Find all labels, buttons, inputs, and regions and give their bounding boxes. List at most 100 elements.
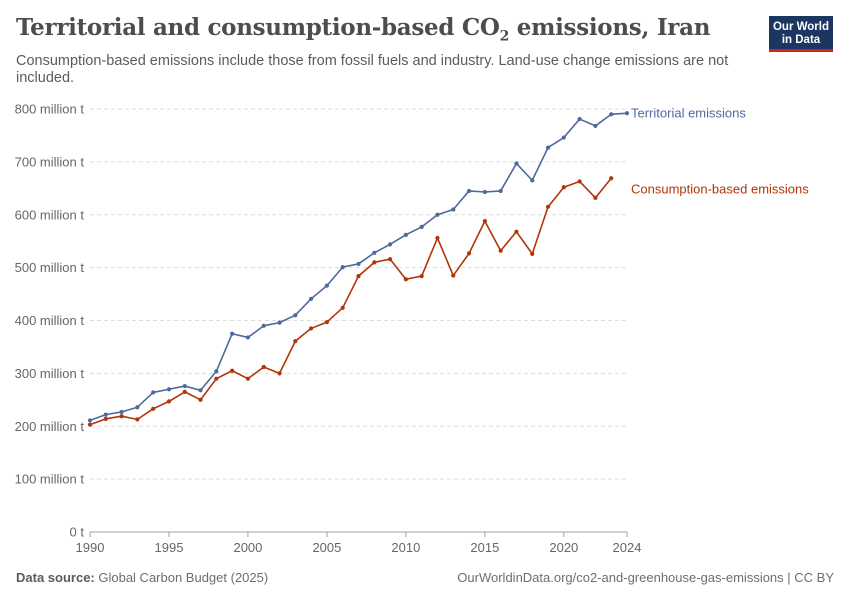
data-point (309, 326, 314, 331)
x-tick-label: 2005 (312, 540, 341, 555)
data-point (545, 145, 551, 150)
data-source: Data source: Global Carbon Budget (2025) (16, 570, 268, 585)
data-point (372, 260, 377, 265)
data-point (309, 296, 314, 301)
data-source-label: Data source: (16, 570, 95, 585)
y-tick-label: 200 million t (15, 419, 85, 434)
owid-logo[interactable]: Our World in Data (769, 16, 833, 52)
data-point (356, 261, 361, 267)
data-point (293, 339, 298, 344)
data-point (451, 207, 456, 212)
data-point (340, 305, 345, 310)
data-point (593, 123, 598, 129)
x-tick-label: 2010 (391, 540, 420, 555)
data-point (435, 235, 440, 241)
data-point (419, 224, 424, 230)
series-line (89, 177, 612, 426)
data-point (245, 376, 251, 381)
data-point (466, 251, 472, 256)
y-tick-label: 0 t (70, 525, 85, 540)
chart-subtitle: Consumption-based emissions include thos… (16, 53, 729, 86)
data-point (166, 399, 172, 404)
data-point (87, 418, 93, 423)
data-point (293, 313, 298, 318)
data-point (403, 232, 408, 237)
x-tick-label: 2024 (613, 540, 642, 555)
data-point (103, 412, 108, 417)
data-point (466, 188, 472, 194)
data-point (387, 257, 393, 262)
data-point (340, 264, 345, 270)
y-tick-label: 800 million t (15, 102, 85, 117)
data-point (277, 371, 282, 376)
chart-title-subscript: 2 (499, 28, 510, 45)
data-point (324, 283, 330, 288)
data-point (419, 273, 424, 279)
data-point (577, 116, 582, 122)
data-point (230, 368, 235, 373)
data-point (182, 389, 187, 394)
data-point (135, 405, 140, 410)
data-point (356, 273, 361, 279)
y-tick-label: 100 million t (15, 472, 85, 487)
data-point (561, 135, 566, 140)
y-tick-label: 400 million t (15, 313, 85, 328)
data-point (561, 185, 566, 190)
data-point (230, 331, 235, 336)
data-point (166, 387, 172, 392)
data-point (514, 161, 519, 166)
x-tick-label: 1995 (155, 540, 184, 555)
y-tick-label: 500 million t (15, 260, 85, 275)
data-point (482, 189, 487, 195)
data-point (609, 112, 614, 117)
data-point (214, 376, 219, 381)
data-point (498, 248, 503, 253)
series-label: Territorial emissions (631, 106, 746, 121)
data-point (245, 335, 251, 340)
data-point (103, 416, 108, 421)
x-tick-label: 2020 (549, 540, 578, 555)
data-point (198, 388, 203, 393)
data-point (182, 383, 187, 389)
data-point (593, 195, 598, 200)
data-point (577, 179, 582, 184)
data-point (435, 212, 440, 217)
data-point (324, 319, 330, 325)
data-point (277, 320, 282, 325)
logo-line-1: Our World (772, 21, 829, 33)
chart-title-main: Territorial and consumption-based CO (16, 14, 500, 41)
data-point (119, 409, 124, 415)
data-point (261, 323, 266, 328)
data-point (372, 250, 377, 255)
chart-title: Territorial and consumption-based CO2 em… (16, 14, 710, 45)
data-point (214, 369, 219, 374)
data-point (387, 242, 393, 247)
source-url[interactable]: OurWorldinData.org/co2-and-greenhouse-ga… (457, 570, 834, 585)
x-tick-label: 1990 (76, 540, 105, 555)
data-point (530, 178, 535, 183)
data-point (261, 364, 266, 370)
data-point (451, 273, 456, 278)
data-point (198, 397, 203, 402)
data-point (609, 176, 614, 181)
chart-title-rest: emissions, Iran (509, 14, 711, 41)
data-point (151, 390, 156, 395)
series-line (89, 112, 628, 422)
x-tick-label: 2000 (233, 540, 262, 555)
logo-line-2: in Data (781, 34, 821, 46)
series-label: Consumption-based emissions (631, 181, 809, 196)
data-point (482, 218, 487, 224)
data-point (498, 188, 503, 194)
y-tick-label: 300 million t (15, 366, 85, 381)
y-tick-label: 700 million t (15, 154, 85, 169)
data-point (151, 406, 156, 411)
x-tick-label: 2015 (470, 540, 499, 555)
data-point (545, 204, 551, 209)
data-point (403, 277, 408, 282)
data-point (514, 229, 519, 234)
data-point (119, 414, 124, 419)
data-point (135, 417, 140, 422)
data-point (624, 111, 630, 116)
line-chart: 0 t 100 million t 200 million t 300 million… (15, 102, 810, 556)
data-point (530, 251, 535, 256)
